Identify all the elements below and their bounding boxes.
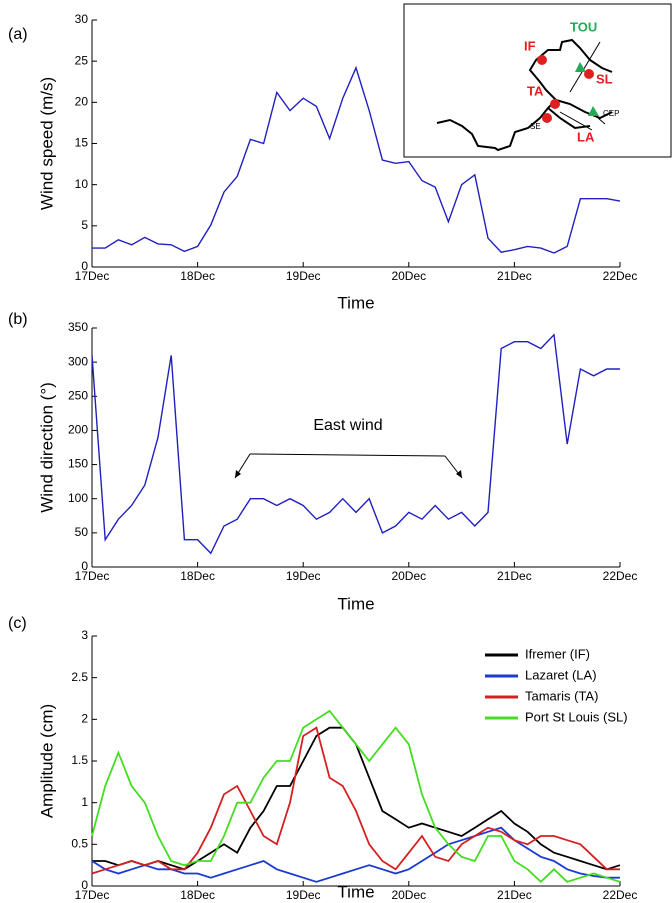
y-tick-label: 100 xyxy=(68,491,88,505)
y-tick-label: 1 xyxy=(81,795,88,809)
x-tick-label: 19Dec xyxy=(286,569,321,583)
legend-label: Lazaret (LA) xyxy=(525,667,597,682)
y-tick-label: 2 xyxy=(81,712,88,726)
x-tick-label: 22Dec xyxy=(603,269,638,283)
y-tick-label: 200 xyxy=(68,423,88,437)
annotation-arrow xyxy=(234,453,463,479)
x-tick-label: 17Dec xyxy=(75,569,110,583)
panel-label: (b) xyxy=(8,311,28,328)
map-label: LA xyxy=(577,129,595,144)
y-tick-label: 250 xyxy=(68,388,88,402)
x-axis-label: Time xyxy=(337,293,374,312)
x-tick-label: 20Dec xyxy=(391,888,426,902)
y-tick-label: 150 xyxy=(68,457,88,471)
x-tick-label: 20Dec xyxy=(391,569,426,583)
y-tick-label: 1.5 xyxy=(71,753,88,767)
y-tick-label: 20 xyxy=(75,95,89,109)
x-tick-label: 22Dec xyxy=(603,569,638,583)
legend-label: Tamaris (TA) xyxy=(525,688,598,703)
site-marker xyxy=(537,55,547,65)
map-label: TA xyxy=(527,83,544,98)
site-marker xyxy=(550,99,560,109)
map-label: TOU xyxy=(570,19,597,34)
y-tick-label: 50 xyxy=(75,525,89,539)
site-marker xyxy=(575,62,586,72)
y-tick-label: 0 xyxy=(81,559,88,573)
data-line xyxy=(91,333,620,555)
data-line xyxy=(91,709,621,884)
x-tick-label: 22Dec xyxy=(603,888,638,902)
y-tick-label: 0 xyxy=(81,878,88,892)
x-tick-label: 21Dec xyxy=(497,569,532,583)
site-marker xyxy=(542,113,552,123)
x-tick-label: 17Dec xyxy=(75,888,110,902)
map-label: IF xyxy=(524,38,536,53)
y-tick-label: 3 xyxy=(81,628,88,642)
y-tick-label: 10 xyxy=(75,177,89,191)
site-marker xyxy=(588,106,599,116)
legend-label: Port St Louis (SL) xyxy=(525,709,628,724)
x-tick-label: 18Dec xyxy=(180,888,215,902)
y-tick-label: 25 xyxy=(75,53,89,67)
y-tick-label: 5 xyxy=(81,218,88,232)
data-line xyxy=(92,65,621,254)
y-axis-label: Amplitude (cm) xyxy=(37,704,56,818)
arrow-head xyxy=(235,470,462,478)
x-tick-label: 17Dec xyxy=(75,269,110,283)
y-axis-label: Wind direction (°) xyxy=(37,382,56,513)
y-tick-label: 350 xyxy=(68,320,88,334)
x-tick-label: 21Dec xyxy=(497,888,532,902)
x-tick-label: 18Dec xyxy=(180,569,215,583)
site-marker xyxy=(584,69,594,79)
y-axis-label: Wind speed (m/s) xyxy=(37,77,56,210)
data-line xyxy=(91,726,620,875)
legend-label: Ifremer (IF) xyxy=(525,646,590,661)
y-tick-label: 0 xyxy=(81,259,88,273)
y-tick-label: 30 xyxy=(75,12,89,26)
y-tick-label: 0.5 xyxy=(71,837,88,851)
data-line xyxy=(91,826,620,883)
leader-line xyxy=(569,41,601,93)
leader-line xyxy=(597,117,606,125)
panel-label: (c) xyxy=(8,615,27,632)
annotation: East wind xyxy=(313,417,382,434)
x-tick-label: 19Dec xyxy=(286,269,321,283)
inset-map: IF TOU SL TA CEP SE LA xyxy=(403,3,672,158)
y-tick-label: 300 xyxy=(68,354,88,368)
map-label: SE xyxy=(530,122,541,131)
x-tick-label: 21Dec xyxy=(497,269,532,283)
x-tick-label: 18Dec xyxy=(180,269,215,283)
map-label: CEP xyxy=(603,109,619,118)
map-label: SL xyxy=(596,71,613,86)
y-tick-label: 2.5 xyxy=(71,670,88,684)
x-axis-label: Time xyxy=(337,594,374,613)
x-tick-label: 20Dec xyxy=(391,269,426,283)
x-tick-label: 19Dec xyxy=(286,888,321,902)
data-line xyxy=(92,726,621,871)
y-tick-label: 15 xyxy=(75,136,89,150)
leader-line xyxy=(559,111,593,131)
panel-label: (a) xyxy=(8,26,28,43)
x-axis-label: Time xyxy=(337,882,374,901)
